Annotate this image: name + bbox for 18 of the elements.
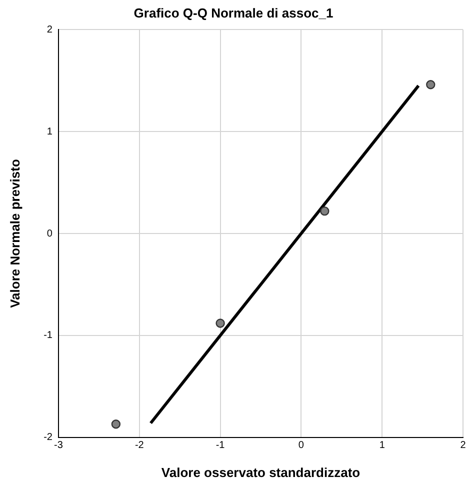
point <box>320 206 330 216</box>
y-tick-label: 1 <box>46 126 53 138</box>
y-tick-label: 0 <box>46 228 53 240</box>
y-tick-label: 2 <box>46 24 53 36</box>
x-tick-label: 0 <box>298 440 304 452</box>
chart-title: Grafico Q-Q Normale di assoc_1 <box>134 5 334 20</box>
x-tick-label: 1 <box>379 440 386 452</box>
y-tick-label: -1 <box>44 330 53 342</box>
y-axis-title: Valore Normale previsto <box>7 159 22 308</box>
x-tick-label: -2 <box>134 440 144 452</box>
point <box>216 318 225 328</box>
point <box>111 420 121 429</box>
x-tick-label: 2 <box>460 440 466 452</box>
y-tick-label: -2 <box>44 432 53 444</box>
x-tick-label: -3 <box>54 440 64 452</box>
point <box>426 80 436 90</box>
x-axis-title: Valore osservato standardizzato <box>161 464 360 480</box>
x-tick-label: -1 <box>216 440 226 452</box>
